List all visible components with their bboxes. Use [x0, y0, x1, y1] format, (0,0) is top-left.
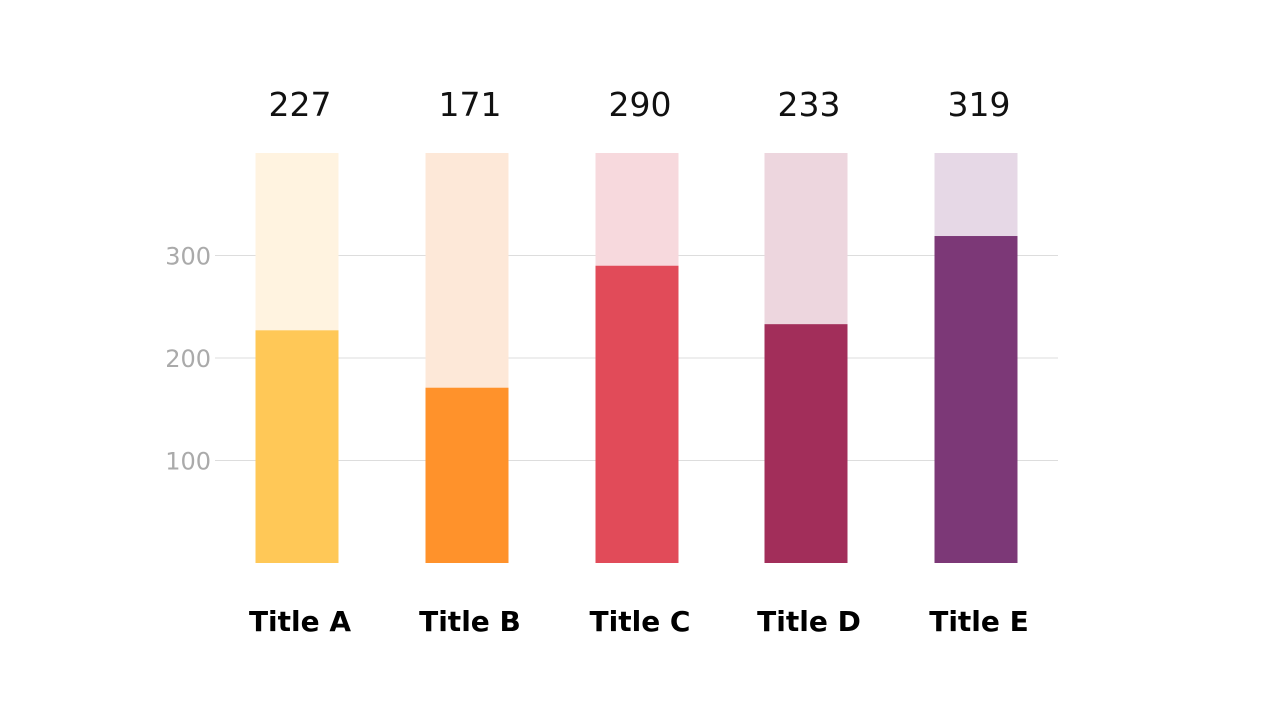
category-label: Title D: [757, 605, 861, 638]
category-label: Title E: [929, 605, 1029, 638]
value-label: 233: [778, 85, 841, 124]
bar-c: [595, 265, 679, 563]
y-tick-label: 300: [165, 243, 211, 271]
category-label: Title B: [419, 605, 521, 638]
bars: [255, 236, 1018, 563]
value-label: 290: [609, 85, 672, 124]
bar-d: [764, 324, 848, 563]
y-tick-label: 200: [165, 345, 211, 373]
value-label: 227: [269, 85, 332, 124]
value-labels: 227 171 290 233 319: [269, 85, 1011, 124]
value-label: 319: [948, 85, 1011, 124]
y-tick-label: 100: [165, 448, 211, 476]
category-label: Title C: [590, 605, 691, 638]
category-labels: Title A Title B Title C Title D Title E: [249, 605, 1029, 638]
value-label: 171: [439, 85, 502, 124]
bar-b: [425, 387, 509, 563]
y-axis-tick-labels: 100 200 300: [165, 243, 211, 476]
bar-e: [934, 236, 1018, 563]
bar-a: [255, 330, 339, 563]
category-label: Title A: [249, 605, 351, 638]
